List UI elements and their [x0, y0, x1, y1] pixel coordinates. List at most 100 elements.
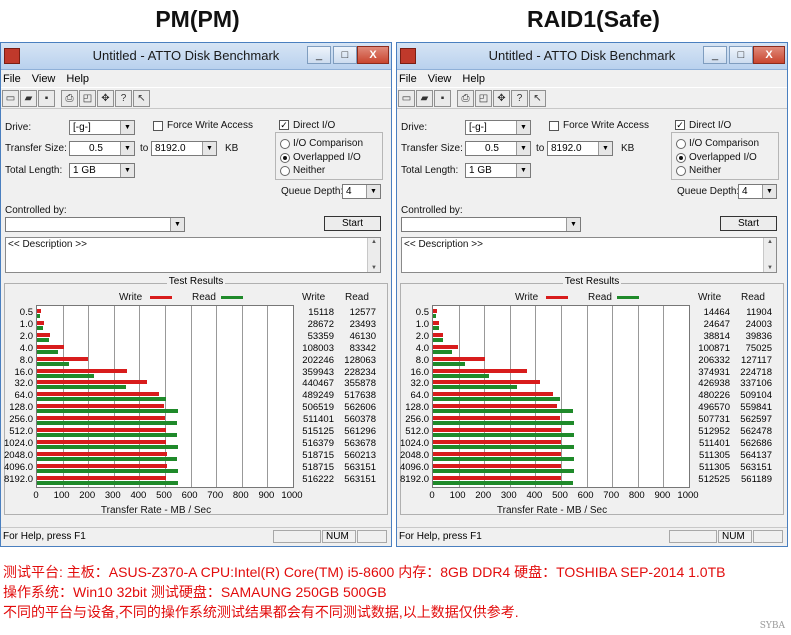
transfer-size-to-select[interactable]: 8192.0 ▼	[547, 141, 613, 156]
write-column-header: Write	[302, 292, 326, 303]
io-comparison-radio[interactable]	[280, 139, 290, 149]
print-preview-icon[interactable]: ◰	[475, 89, 492, 107]
title-bar[interactable]: Untitled - ATTO Disk Benchmark _ □ X	[397, 43, 787, 70]
new-document-icon[interactable]: ▭	[2, 89, 19, 107]
description-field[interactable]: << Description >> ▲ ▼	[401, 237, 777, 273]
controlled-by-select[interactable]: ▼	[5, 217, 185, 232]
save-disk-icon[interactable]: ▪	[434, 89, 451, 107]
read-bar	[37, 314, 41, 318]
menu-help[interactable]: Help	[462, 72, 486, 85]
write-bar	[433, 356, 485, 361]
atto-app-icon	[400, 48, 416, 64]
chevron-down-icon: ▼	[598, 142, 612, 155]
move-cross-icon[interactable]: ✥	[97, 89, 114, 107]
drive-select[interactable]: [-g-] ▼	[465, 120, 531, 135]
neither-radio[interactable]	[280, 166, 290, 176]
read-value: 46130	[349, 330, 376, 342]
read-value: 563151	[344, 473, 376, 485]
controlled-by-select[interactable]: ▼	[401, 217, 581, 232]
toolbar: ▭ ▰ ▪ ⎙ ◰ ✥ ? ↖	[1, 87, 391, 109]
overlapped-io-radio[interactable]	[676, 153, 686, 163]
description-scrollbar[interactable]: ▲ ▼	[763, 238, 776, 272]
transfer-size-tick-label: 64.0	[410, 390, 430, 402]
force-write-checkbox[interactable]	[549, 121, 559, 131]
move-cross-icon[interactable]: ✥	[493, 89, 510, 107]
new-document-icon[interactable]: ▭	[398, 89, 415, 107]
force-write-checkbox[interactable]	[153, 121, 163, 131]
open-folder-icon[interactable]: ▰	[20, 89, 37, 107]
write-bar	[433, 463, 561, 468]
read-bar	[433, 409, 573, 414]
write-bar	[37, 416, 165, 421]
read-value: 337106	[740, 378, 772, 390]
write-bar	[433, 428, 562, 433]
direct-io-checkbox[interactable]: ✓	[279, 120, 289, 130]
print-icon[interactable]: ⎙	[61, 89, 78, 107]
menu-view[interactable]: View	[31, 72, 56, 85]
title-bar[interactable]: Untitled - ATTO Disk Benchmark _ □ X	[1, 43, 391, 70]
transfer-size-tick-label: 256.0	[405, 414, 429, 426]
read-value: 561296	[344, 426, 376, 438]
open-folder-icon[interactable]: ▰	[416, 89, 433, 107]
minimize-button[interactable]: _	[307, 46, 331, 64]
menu-view[interactable]: View	[427, 72, 452, 85]
grid-line	[535, 306, 537, 487]
transfer-size-from-select[interactable]: 0.5 ▼	[69, 141, 135, 156]
print-preview-icon[interactable]: ◰	[79, 89, 96, 107]
read-bar	[37, 409, 178, 414]
transfer-size-to-select[interactable]: 8192.0 ▼	[151, 141, 217, 156]
start-button[interactable]: Start	[720, 216, 777, 231]
queue-depth-select[interactable]: 4 ▼	[342, 184, 381, 199]
maximize-button[interactable]: □	[729, 46, 753, 64]
transfer-size-tick-label: 32.0	[14, 378, 34, 390]
write-column-header: Write	[698, 292, 722, 303]
menu-file[interactable]: File	[3, 72, 21, 85]
read-value: 11904	[746, 307, 772, 318]
read-bar	[37, 480, 178, 485]
write-bar	[37, 475, 167, 480]
atto-window: Untitled - ATTO Disk Benchmark _ □ X Fil…	[0, 42, 392, 547]
close-button[interactable]: X	[357, 46, 389, 64]
help-question-icon[interactable]: ?	[511, 89, 528, 107]
maximize-button[interactable]: □	[333, 46, 357, 64]
chevron-down-icon: ▼	[516, 142, 530, 155]
save-disk-icon[interactable]: ▪	[38, 89, 55, 107]
neither-radio[interactable]	[676, 166, 686, 176]
atto-window: Untitled - ATTO Disk Benchmark _ □ X Fil…	[396, 42, 788, 547]
io-comparison-radio[interactable]	[676, 139, 686, 149]
minimize-button[interactable]: _	[703, 46, 727, 64]
write-value: 516379	[302, 437, 334, 449]
read-bar	[37, 468, 178, 473]
total-length-select[interactable]: 1 GB ▼	[465, 163, 531, 178]
help-question-icon[interactable]: ?	[115, 89, 132, 107]
description-field[interactable]: << Description >> ▲ ▼	[5, 237, 381, 273]
transfer-size-tick-label: 4.0	[19, 342, 33, 354]
force-write-label: Force Write Access	[563, 120, 649, 131]
start-button[interactable]: Start	[324, 216, 381, 231]
queue-depth-select[interactable]: 4 ▼	[738, 184, 777, 199]
chevron-down-icon: ▼	[120, 121, 134, 134]
grid-line	[267, 306, 269, 487]
x-tick-label: 800	[628, 490, 645, 501]
x-tick-label: 200	[475, 490, 492, 501]
menu-help[interactable]: Help	[66, 72, 90, 85]
transfer-size-from-select[interactable]: 0.5 ▼	[465, 141, 531, 156]
overlapped-io-radio[interactable]	[280, 153, 290, 163]
description-scrollbar[interactable]: ▲ ▼	[367, 238, 380, 272]
neither-label: Neither	[689, 165, 722, 176]
print-icon[interactable]: ⎙	[457, 89, 474, 107]
write-value: 14464	[703, 307, 730, 318]
total-length-select[interactable]: 1 GB ▼	[69, 163, 135, 178]
chevron-down-icon: ▼	[120, 164, 134, 177]
read-value: 564137	[740, 449, 772, 461]
menu-file[interactable]: File	[399, 72, 417, 85]
context-help-icon[interactable]: ↖	[133, 89, 150, 107]
direct-io-checkbox[interactable]: ✓	[675, 120, 685, 130]
drive-select[interactable]: [-g-] ▼	[69, 120, 135, 135]
write-bar	[433, 344, 459, 349]
transfer-size-label: Transfer Size:	[401, 143, 463, 154]
close-button[interactable]: X	[753, 46, 785, 64]
context-help-icon[interactable]: ↖	[529, 89, 546, 107]
transfer-size-tick-label: 2.0	[19, 330, 33, 342]
status-cell	[753, 530, 783, 543]
